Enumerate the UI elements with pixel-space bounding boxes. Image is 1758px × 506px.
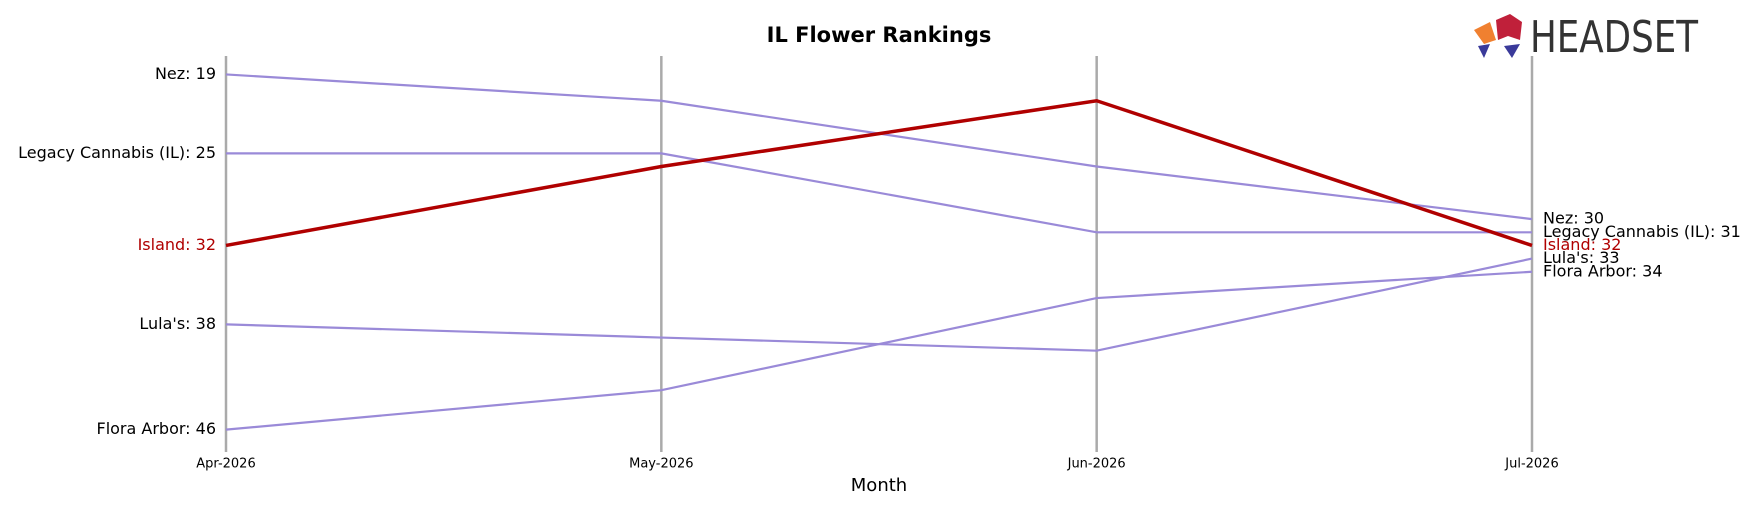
x-tick-label: Jul-2026: [1504, 457, 1558, 472]
x-tick-label: Jun-2026: [1067, 457, 1126, 472]
series-line: [225, 257, 1533, 352]
logo-text: HEADSET: [1530, 12, 1699, 63]
logo: HEADSET: [1474, 12, 1699, 63]
x-tick-label: May-2026: [629, 457, 693, 472]
logo-mark: [1478, 44, 1490, 58]
series-line: [225, 270, 1533, 431]
value-label: Island: 32: [138, 235, 216, 254]
x-tick-label: Apr-2026: [196, 457, 255, 472]
value-label: Nez: 19: [155, 64, 216, 83]
logo-mark: [1474, 22, 1496, 44]
value-label: Nez: 30: [1543, 209, 1604, 228]
logo-mark: [1504, 44, 1520, 58]
value-label: Flora Arbor: 34: [1543, 261, 1663, 280]
value-label: Legacy Cannabis (IL): 31: [1543, 222, 1741, 241]
logo-mark: [1496, 14, 1522, 40]
series-line: [225, 98, 1533, 248]
value-label: Lula's: 33: [1543, 248, 1620, 267]
value-label: Island: 32: [1543, 235, 1621, 254]
series-line: [225, 73, 1533, 221]
value-label: Legacy Cannabis (IL): 25: [18, 143, 216, 162]
x-axis-label: Month: [851, 475, 907, 496]
value-label: Lula's: 38: [139, 314, 216, 333]
value-label: Flora Arbor: 46: [96, 419, 216, 438]
series-line: [226, 152, 1532, 234]
chart-title: IL Flower Rankings: [767, 23, 992, 47]
